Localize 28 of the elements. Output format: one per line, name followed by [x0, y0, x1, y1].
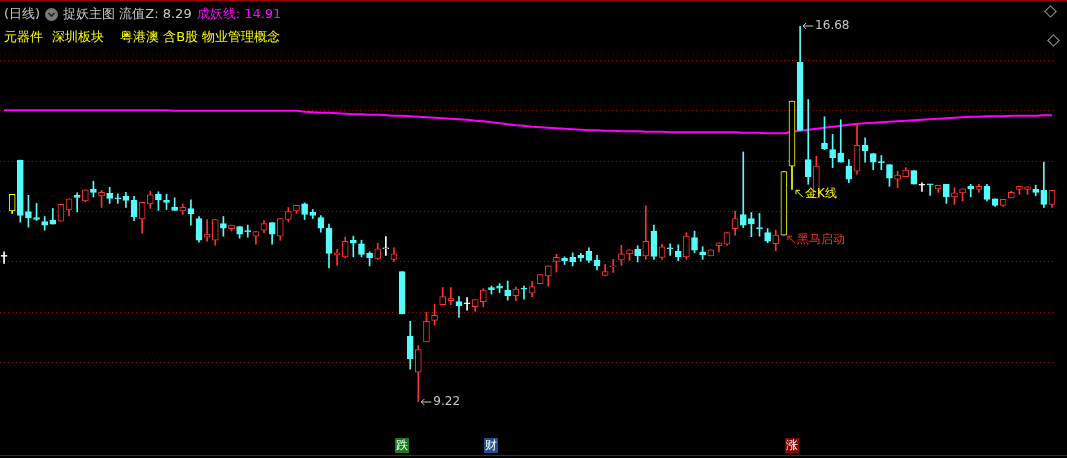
candlestick [666, 243, 674, 256]
annotation: 深圳板块 [52, 29, 104, 45]
candlestick [73, 192, 81, 213]
annotation: 黑马启动 [796, 232, 845, 247]
candlestick [333, 248, 341, 266]
text: 涨 [785, 438, 799, 453]
candlestick [463, 297, 471, 311]
candlestick [739, 151, 747, 228]
candlestick [967, 183, 975, 198]
text: 财 [484, 438, 498, 453]
candlestick [203, 219, 211, 242]
chart-subtitle: 捉妖主图 流值Z: 8.29 [63, 6, 192, 22]
candlestick [918, 182, 926, 192]
candlestick [520, 285, 528, 300]
text: 成妖线: 14.91 [196, 6, 282, 22]
candlestick [609, 259, 617, 273]
candlestick [114, 193, 122, 204]
candlestick [455, 296, 463, 318]
text: 跌 [395, 438, 409, 453]
annotation: 粤港澳 含B股 物业管理概念 [120, 29, 281, 45]
chart-title: (日线) [4, 6, 41, 22]
candlestick [837, 119, 845, 163]
annotation: 元器件 [4, 29, 43, 45]
annotation: 16.68 [815, 18, 850, 33]
candlestick [804, 99, 812, 185]
candlestick [382, 236, 390, 256]
annotation: 9.22 [433, 394, 461, 409]
candlestick [926, 183, 934, 196]
